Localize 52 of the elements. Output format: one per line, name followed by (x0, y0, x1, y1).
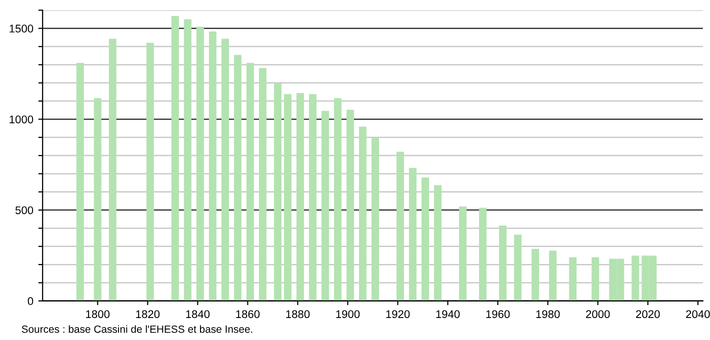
x-tick-label: 2000 (586, 310, 610, 318)
bar (549, 250, 557, 301)
bar (108, 38, 116, 301)
bar (296, 93, 304, 301)
y-tick-label: 1000 (10, 115, 34, 124)
x-tick-label: 2040 (686, 310, 710, 318)
x-tick-label: 1960 (486, 310, 510, 318)
bar (422, 178, 430, 301)
bar (196, 26, 204, 301)
bar (479, 208, 487, 301)
x-tick-label: 1860 (236, 310, 260, 318)
bar (396, 152, 404, 301)
bar (94, 98, 102, 301)
y-tick-label: 0 (28, 297, 34, 306)
bar (569, 257, 577, 301)
bar (284, 94, 292, 301)
bar (592, 257, 600, 301)
bar (76, 62, 84, 301)
bar (346, 110, 354, 301)
x-tick-label: 1840 (186, 310, 210, 318)
bar (171, 16, 179, 301)
x-tick-label: 1820 (136, 310, 160, 318)
bar (221, 38, 229, 301)
bar (274, 84, 282, 301)
bar (258, 68, 266, 301)
bar (184, 19, 192, 301)
x-tick-label: 1800 (86, 310, 110, 318)
bar (208, 31, 216, 301)
bar (246, 62, 254, 301)
bar (532, 248, 540, 301)
bar (372, 137, 380, 301)
bar (499, 226, 507, 301)
bar (334, 98, 342, 301)
bar (409, 168, 417, 301)
x-tick-label: 1980 (536, 310, 560, 318)
bar (321, 110, 329, 301)
bar (514, 234, 522, 301)
bar (632, 256, 640, 301)
bar (146, 42, 154, 301)
x-tick-label: 1900 (336, 310, 360, 318)
bar (459, 206, 467, 301)
x-tick-label: 1940 (436, 310, 460, 318)
bar (234, 54, 242, 301)
x-tick-label: 2020 (636, 310, 660, 318)
bar (434, 185, 442, 301)
y-tick-label: 1500 (10, 24, 34, 33)
x-tick-label: 1880 (286, 310, 310, 318)
x-tick-label: 1920 (386, 310, 410, 318)
source-note: Sources : base Cassini de l'EHESS et base Insee. (22, 325, 252, 333)
bar (308, 94, 316, 301)
y-tick-label: 500 (15, 206, 34, 214)
bar (358, 126, 366, 301)
